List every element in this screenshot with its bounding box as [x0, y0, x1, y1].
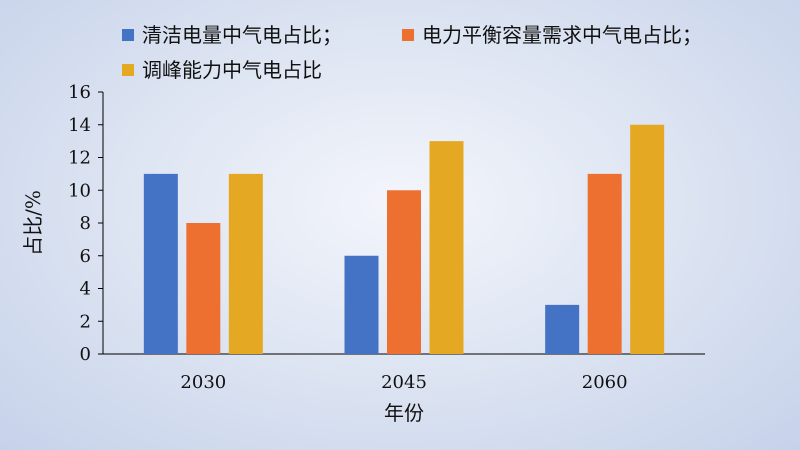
x-tick-label: 2060 [582, 372, 628, 393]
bars [143, 124, 665, 354]
legend-label: 调峰能力中气电占比 [142, 58, 322, 82]
y-tick-label: 10 [68, 180, 91, 201]
bar [186, 223, 221, 354]
bar [587, 173, 622, 354]
y-tick-label: 4 [80, 279, 91, 300]
legend: 清洁电量中气电占比； 电力平衡容量需求中气电占比； 调峰能力中气电占比 [122, 23, 702, 82]
x-tick-label: 2045 [381, 372, 427, 393]
y-tick-label: 12 [68, 148, 91, 169]
y-axis: 0 2 4 6 8 10 12 14 16 [68, 82, 104, 365]
legend-label: 清洁电量中气电占比； [142, 23, 342, 47]
x-tick-label: 2030 [180, 372, 226, 393]
bar [630, 124, 665, 354]
bar [545, 304, 580, 354]
legend-label: 电力平衡容量需求中气电占比； [422, 23, 702, 47]
bar [228, 173, 263, 354]
bar [143, 173, 178, 354]
y-tick-label: 0 [80, 344, 91, 365]
y-tick-label: 2 [80, 311, 91, 332]
legend-item: 调峰能力中气电占比 [122, 58, 322, 82]
y-tick-label: 8 [80, 213, 91, 234]
legend-item: 清洁电量中气电占比； [122, 23, 342, 47]
bar [429, 141, 464, 354]
legend-item: 电力平衡容量需求中气电占比； [402, 23, 702, 47]
y-tick-label: 14 [68, 115, 91, 136]
x-axis: 2030 2045 2060 [103, 353, 705, 393]
y-axis-title: 占比/% [21, 190, 45, 256]
bar [344, 255, 379, 354]
y-tick-label: 6 [80, 246, 91, 267]
legend-swatch [122, 29, 134, 41]
y-tick-label: 16 [68, 82, 91, 103]
bar [387, 190, 421, 354]
legend-swatch [122, 64, 134, 76]
x-axis-title: 年份 [384, 401, 424, 425]
legend-swatch [402, 29, 414, 41]
